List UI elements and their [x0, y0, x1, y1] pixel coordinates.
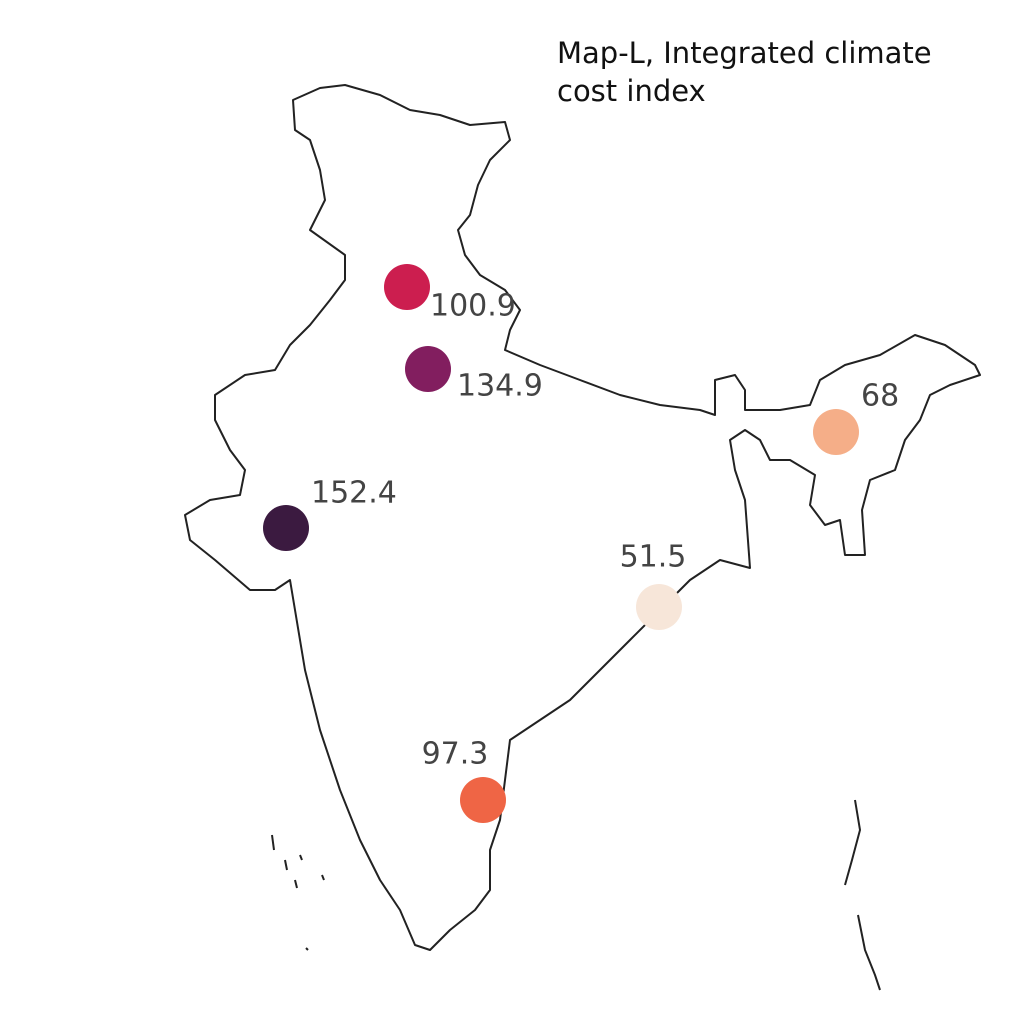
marker — [405, 346, 451, 392]
marker — [813, 409, 859, 455]
value-label: 97.3 — [422, 737, 489, 772]
marker — [384, 264, 430, 310]
marker — [460, 777, 506, 823]
map-title: Map-L, Integrated climate cost index — [557, 36, 932, 108]
marker — [263, 505, 309, 551]
country-outline — [184, 84, 981, 951]
value-label: 68 — [861, 379, 899, 414]
islands — [271, 799, 881, 991]
value-label: 51.5 — [620, 540, 687, 575]
value-label: 134.9 — [457, 369, 543, 404]
value-label: 100.9 — [430, 289, 516, 324]
marker — [636, 584, 682, 630]
value-label: 152.4 — [311, 476, 397, 511]
